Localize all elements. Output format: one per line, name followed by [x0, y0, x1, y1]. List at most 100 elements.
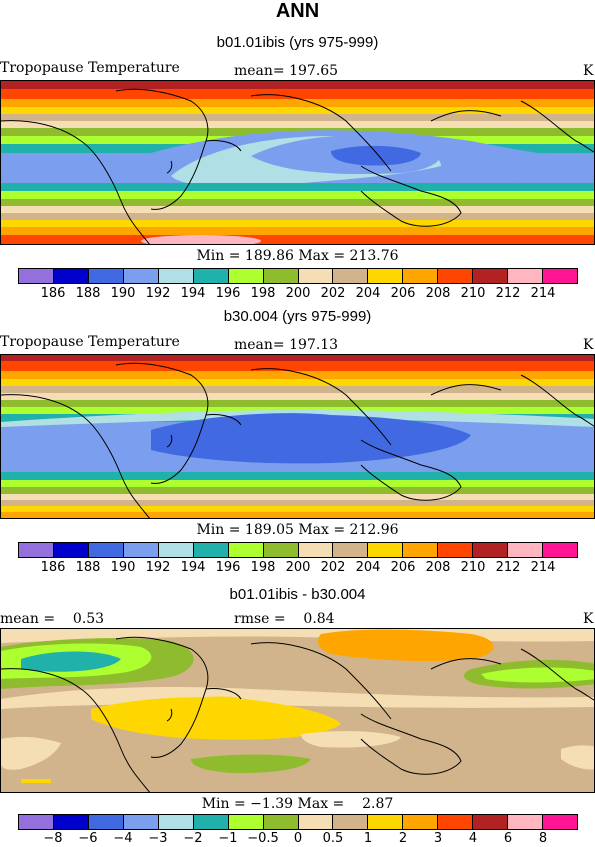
panel1-minmax: Min = 189.86 Max = 213.76	[196, 248, 399, 264]
panel3-rmse-label: rmse = 0.84	[234, 611, 335, 627]
colorbar-swatch	[158, 543, 194, 557]
colorbar-swatch	[228, 269, 264, 283]
colorbar-tick-label: 204	[355, 286, 381, 301]
colorbar-swatch	[473, 543, 509, 557]
colorbar-swatch	[368, 543, 404, 557]
colorbar-swatch	[19, 269, 54, 283]
colorbar-tick-label: 212	[495, 286, 521, 301]
colorbar-tick-label: 3	[433, 831, 443, 846]
colorbar-tick-label: 1	[363, 831, 373, 846]
colorbar-swatch	[403, 815, 439, 829]
colorbar-swatch	[228, 543, 264, 557]
colorbar-tick-label: 214	[530, 286, 556, 301]
colorbar-tick-label: 192	[145, 560, 171, 575]
colorbar-swatch	[508, 269, 544, 283]
colorbar-swatch	[123, 815, 159, 829]
colorbar-swatch	[368, 815, 404, 829]
colorbar-tick-label: 192	[145, 286, 171, 301]
colorbar-tick-label: 210	[460, 286, 486, 301]
colorbar-swatch	[263, 269, 299, 283]
colorbar-tick-label: 196	[215, 560, 241, 575]
colorbar-swatch	[88, 815, 124, 829]
colorbar-tick-label: 4	[468, 831, 478, 846]
colorbar-swatch	[438, 543, 474, 557]
panel2-contour-field	[1, 355, 594, 518]
panel2-variable-label: Tropopause Temperature	[0, 334, 180, 350]
colorbar-swatch	[403, 269, 439, 283]
panel1-unit-label: K	[583, 63, 594, 79]
colorbar-swatch	[438, 269, 474, 283]
colorbar-tick-label: 200	[285, 286, 311, 301]
colorbar-swatch	[298, 269, 334, 283]
colorbar-swatch	[123, 269, 159, 283]
colorbar-swatch	[508, 815, 544, 829]
colorbar-tick-label: 0	[293, 831, 303, 846]
colorbar-tick-label: −2	[183, 831, 203, 846]
colorbar-swatch	[508, 543, 544, 557]
panel2-colorbar	[18, 542, 578, 558]
panel2-subtitle: b30.004 (yrs 975-999)	[223, 308, 372, 325]
colorbar-swatch	[193, 543, 229, 557]
colorbar-swatch	[473, 815, 509, 829]
panel1-colorbar	[18, 268, 578, 284]
colorbar-swatch	[543, 543, 577, 557]
panel2-mean-label: mean= 197.13	[234, 337, 339, 353]
colorbar-tick-label: 212	[495, 560, 521, 575]
colorbar-tick-label: −8	[43, 831, 63, 846]
colorbar-swatch	[543, 269, 577, 283]
colorbar-tick-label: −1	[218, 831, 238, 846]
colorbar-tick-label: 0.5	[322, 831, 344, 846]
colorbar-swatch	[53, 269, 89, 283]
colorbar-tick-label: 186	[40, 286, 66, 301]
colorbar-tick-label: 198	[250, 560, 276, 575]
colorbar-swatch	[263, 815, 299, 829]
colorbar-swatch	[19, 543, 54, 557]
panel1-subtitle: b01.01ibis (yrs 975-999)	[216, 34, 379, 51]
colorbar-tick-label: −0.5	[247, 831, 279, 846]
colorbar-tick-label: 6	[503, 831, 513, 846]
colorbar-swatch	[123, 543, 159, 557]
colorbar-tick-label: 206	[390, 286, 416, 301]
colorbar-tick-label: 208	[425, 286, 451, 301]
colorbar-tick-label: 202	[320, 560, 346, 575]
panel3-minmax: Min = −1.39 Max = 2.87	[201, 796, 394, 812]
panel3-subtitle: b01.01ibis - b30.004	[229, 586, 366, 603]
colorbar-swatch	[333, 815, 369, 829]
colorbar-swatch	[438, 815, 474, 829]
colorbar-tick-label: 8	[538, 831, 548, 846]
panel3-unit-label: K	[583, 611, 594, 627]
colorbar-swatch	[193, 815, 229, 829]
colorbar-tick-label: 210	[460, 560, 486, 575]
colorbar-swatch	[193, 269, 229, 283]
panel3-colorbar-ticks: −8 −6 −4 −3 −2 −1 −0.5 0 0.5 1 2 3 4 6 8	[18, 831, 578, 847]
panel1-map	[0, 80, 595, 245]
colorbar-tick-label: 202	[320, 286, 346, 301]
colorbar-swatch	[228, 815, 264, 829]
panel2-colorbar-ticks: 186 188 190 192 194 196 198 200 202 204 206 208 210 2…	[18, 560, 578, 576]
colorbar-swatch	[298, 815, 334, 829]
panel2-minmax: Min = 189.05 Max = 212.96	[196, 522, 399, 538]
figure-title: ANN	[275, 0, 320, 22]
colorbar-tick-label: 190	[110, 560, 136, 575]
colorbar-swatch	[333, 543, 369, 557]
panel3-mean-label: mean = 0.53	[0, 611, 105, 627]
panel3-contour-field	[1, 629, 594, 792]
colorbar-swatch	[19, 815, 54, 829]
colorbar-swatch	[298, 543, 334, 557]
panel1-mean-label: mean= 197.65	[234, 63, 339, 79]
colorbar-swatch	[333, 269, 369, 283]
colorbar-swatch	[88, 543, 124, 557]
colorbar-swatch	[158, 815, 194, 829]
panel3-colorbar	[18, 814, 578, 830]
colorbar-swatch	[158, 269, 194, 283]
panel1-colorbar-ticks: 186 188 190 192 194 196 198 200 202 204 206 208 210 2…	[18, 286, 578, 302]
colorbar-tick-label: 198	[250, 286, 276, 301]
colorbar-tick-label: 200	[285, 560, 311, 575]
colorbar-swatch	[368, 269, 404, 283]
colorbar-tick-label: 190	[110, 286, 136, 301]
colorbar-swatch	[53, 543, 89, 557]
colorbar-swatch	[473, 269, 509, 283]
panel3-map	[0, 628, 595, 793]
colorbar-tick-label: 204	[355, 560, 381, 575]
panel1-contour-field	[1, 81, 594, 244]
